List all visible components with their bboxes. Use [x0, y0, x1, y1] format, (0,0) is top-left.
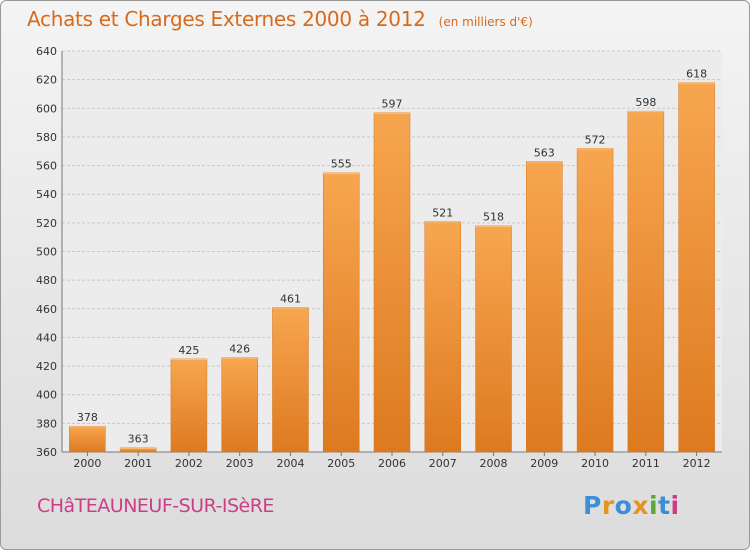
x-tick-label: 2010 [581, 457, 609, 470]
x-tick-label: 2003 [226, 457, 254, 470]
y-tick-label: 400 [36, 389, 57, 402]
bar-value-label: 563 [534, 146, 555, 159]
logo-letter: r [601, 491, 615, 520]
bar [576, 148, 614, 453]
chart-title: Achats et Charges Externes 2000 à 2012 [27, 7, 426, 31]
bar [526, 161, 563, 453]
logo-letter: P [583, 491, 602, 520]
y-tick-label: 380 [36, 417, 57, 430]
x-tick-label: 2009 [530, 457, 558, 470]
bar [69, 425, 106, 453]
bar-value-label: 425 [178, 344, 199, 357]
x-tick-label: 2007 [429, 457, 457, 470]
y-tick-label: 540 [36, 188, 57, 201]
logo-letter: x [632, 491, 649, 520]
bar [627, 110, 665, 453]
logo-letter: o [614, 491, 633, 520]
x-tick-label: 2008 [480, 457, 508, 470]
bar [373, 112, 411, 453]
y-tick-label: 560 [36, 160, 57, 173]
y-tick-label: 620 [36, 74, 57, 87]
x-tick-label: 2004 [276, 457, 304, 470]
chart-subtitle: (en milliers d'€) [438, 15, 533, 29]
y-tick-label: 600 [36, 102, 57, 115]
y-tick-label: 480 [36, 274, 57, 287]
bar [272, 307, 309, 453]
title-row: Achats et Charges Externes 2000 à 2012 (… [27, 7, 533, 31]
y-tick-label: 580 [36, 131, 57, 144]
bar [170, 358, 208, 453]
bar-value-label: 426 [229, 342, 250, 355]
labels: 360 380 400 420 440 460 480 500 520 540 560 580 600 6… [36, 45, 711, 470]
y-tick-label: 460 [36, 303, 57, 316]
commune-name: CHâTEAUNEUF-SUR-ISèRE [37, 495, 274, 517]
y-tick-label: 640 [36, 45, 57, 58]
bar [221, 357, 258, 453]
bar-value-label: 461 [280, 292, 301, 305]
bar-value-label: 598 [635, 96, 656, 109]
bar-value-label: 597 [382, 98, 403, 111]
x-tick-label: 2012 [683, 457, 711, 470]
y-tick-label: 500 [36, 246, 57, 259]
bar [475, 225, 512, 453]
logo-letter: i [649, 491, 659, 520]
bar [678, 82, 715, 453]
bar [424, 221, 462, 453]
x-tick-label: 2005 [327, 457, 355, 470]
y-tick-label: 360 [36, 446, 57, 459]
bar [322, 172, 360, 453]
bar-value-label: 555 [331, 158, 352, 171]
logo-letter: i [670, 491, 680, 520]
x-tick-label: 2002 [175, 457, 203, 470]
bar-value-label: 618 [686, 68, 707, 81]
bar-value-label: 518 [483, 211, 504, 224]
y-tick-label: 440 [36, 331, 57, 344]
y-tick-label: 520 [36, 217, 57, 230]
bars [69, 82, 715, 453]
proxiti-logo[interactable]: Proxiti [583, 491, 680, 520]
x-tick-label: 2006 [378, 457, 406, 470]
y-tick-label: 420 [36, 360, 57, 373]
x-tick-label: 2011 [632, 457, 660, 470]
x-tick-label: 2001 [124, 457, 152, 470]
bar-value-label: 363 [128, 433, 149, 446]
bar-value-label: 378 [77, 411, 98, 424]
bar-value-label: 572 [585, 133, 606, 146]
bar-value-label: 521 [432, 206, 453, 219]
logo-letter: t [658, 491, 671, 520]
x-tick-label: 2000 [73, 457, 101, 470]
